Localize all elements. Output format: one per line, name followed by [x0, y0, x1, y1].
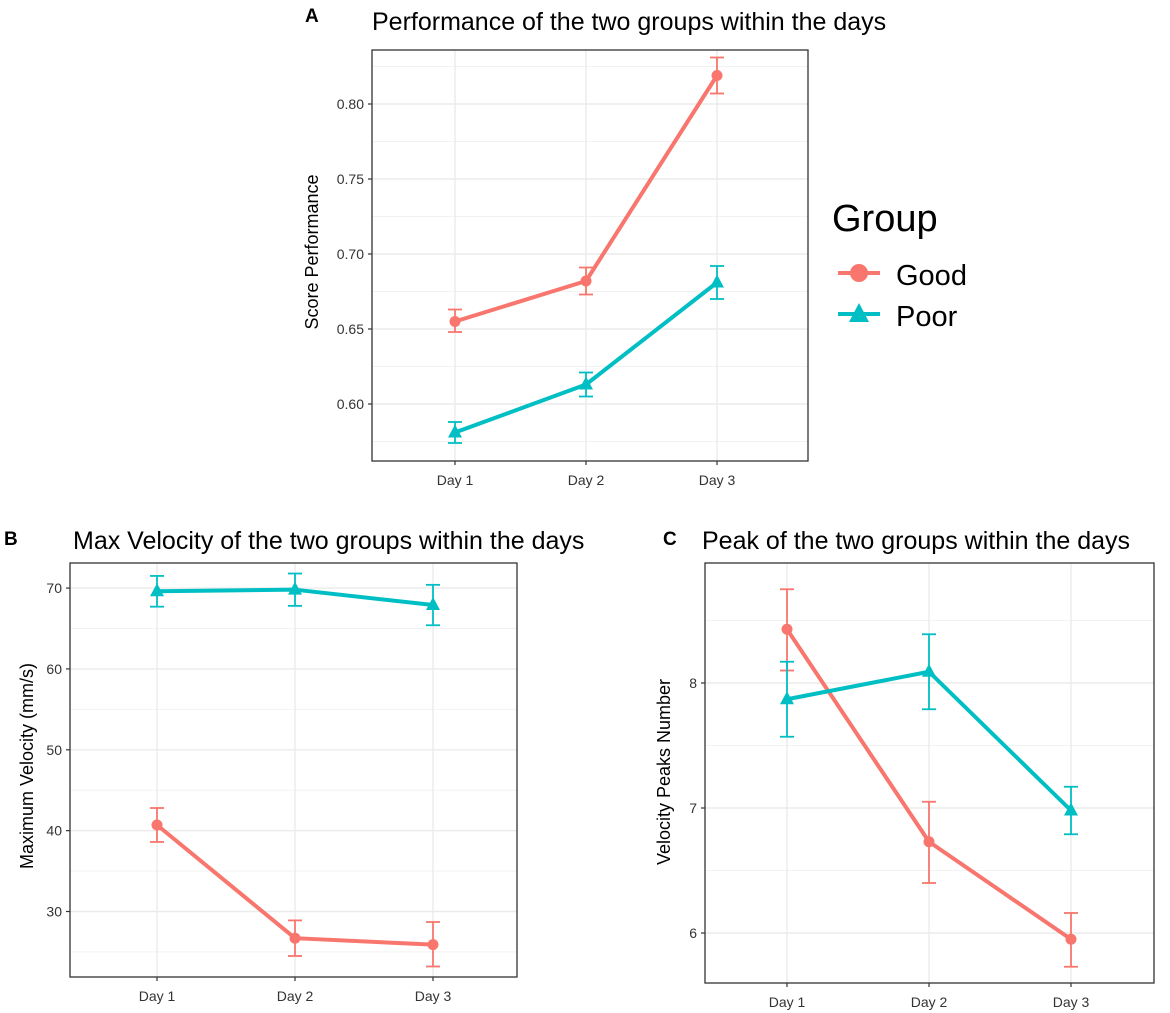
panel-b-poor-point: [150, 583, 164, 597]
panel-b-good-point: [289, 932, 301, 944]
panel-c-good-point: [781, 623, 793, 635]
panel-c: C Peak of the two groups within the days…: [654, 527, 1155, 1010]
panel-a-y-tick-label: 0.75: [337, 171, 364, 187]
panel-c-gridlines: [705, 563, 1154, 983]
panel-c-good-point: [923, 836, 935, 848]
panel-b-good-point: [427, 939, 439, 951]
panel-a-plot-border: [371, 49, 809, 462]
panel-b-series-good: [150, 807, 440, 968]
legend-poor-label: Poor: [896, 301, 958, 333]
panel-c-x-tick-label: Day 2: [911, 994, 948, 1010]
panel-a-poor-point: [710, 274, 724, 288]
panel-b: B Max Velocity of the two groups within …: [4, 527, 584, 1004]
panel-a-x-tick-label: Day 2: [568, 472, 605, 488]
legend-poor-marker: [849, 303, 869, 322]
panel-c-y-axis-label: Velocity Peaks Number: [654, 679, 674, 865]
panel-a-x-tick-label: Day 3: [699, 472, 736, 488]
panel-b-title: Max Velocity of the two groups within th…: [73, 527, 584, 555]
panel-a-title: Performance of the two groups within the…: [372, 8, 886, 36]
panel-b-y-tick-label: 70: [46, 580, 62, 596]
panel-a-y-tick-label: 0.70: [337, 246, 364, 262]
panel-b-x-tick-label: Day 1: [139, 988, 176, 1004]
legend-entry-good: Good: [838, 260, 967, 292]
panel-b-x-tick-label: Day 2: [277, 988, 314, 1004]
legend-title: Group: [832, 198, 938, 240]
panel-c-title: Peak of the two groups within the days: [702, 527, 1130, 555]
panel-b-y-tick-label: 30: [46, 904, 62, 920]
panel-a-good-point: [580, 275, 592, 287]
panel-c-y-tick-label: 7: [689, 800, 697, 816]
panel-b-x-tick-label: Day 3: [415, 988, 452, 1004]
legend: Group Good Poor: [832, 198, 967, 333]
panel-a-y-tick-label: 0.80: [337, 96, 364, 112]
panel-b-plot-border: [69, 562, 518, 978]
panel-c-x-tick-label: Day 1: [769, 994, 806, 1010]
panel-a-good-point: [711, 70, 723, 81]
panel-b-y-axis-label: Maximum Velocity (mm/s): [17, 663, 37, 869]
panel-a-good-point: [449, 316, 461, 327]
panel-a-poor-point: [579, 376, 593, 390]
panel-a-letter: A: [305, 6, 319, 27]
panel-c-series-good: [780, 588, 1078, 968]
panel-c-x-tick-label: Day 3: [1053, 994, 1090, 1010]
panel-b-letter: B: [4, 529, 18, 550]
panel-c-good-point: [1065, 933, 1077, 945]
panel-c-poor-point: [922, 663, 936, 677]
legend-entry-poor: Poor: [838, 301, 958, 333]
panel-c-letter: C: [663, 529, 677, 550]
panel-b-y-tick-label: 50: [46, 742, 62, 758]
panel-b-series-poor: [150, 572, 440, 627]
panel-b-gridlines: [70, 563, 517, 977]
legend-good-label: Good: [896, 260, 967, 292]
panel-a-poor-point: [448, 424, 462, 438]
panel-b-poor-point: [288, 581, 302, 595]
panel-c-series-poor: [780, 633, 1078, 836]
panel-c-poor-point: [1064, 802, 1078, 816]
panel-a-y-tick-label: 0.65: [337, 321, 364, 337]
panel-a-x-tick-label: Day 1: [437, 472, 474, 488]
panel-c-y-tick-label: 6: [689, 925, 697, 941]
panel-a-y-tick-label: 0.60: [337, 396, 364, 412]
panel-a-y-axis-label: Score Performance: [302, 174, 322, 329]
panel-a-series-poor: [448, 265, 724, 444]
panel-b-y-tick-label: 60: [46, 661, 62, 677]
panel-a: A Performance of the two groups within t…: [302, 6, 886, 488]
panel-b-y-tick-label: 40: [46, 823, 62, 839]
panel-a-series-good: [448, 56, 724, 333]
legend-good-marker: [850, 264, 868, 282]
panel-c-y-tick-label: 8: [689, 675, 697, 691]
panel-b-good-point: [151, 819, 163, 831]
panel-a-gridlines: [372, 50, 808, 461]
panel-b-poor-point: [426, 597, 440, 611]
panel-c-poor-point: [780, 691, 794, 705]
